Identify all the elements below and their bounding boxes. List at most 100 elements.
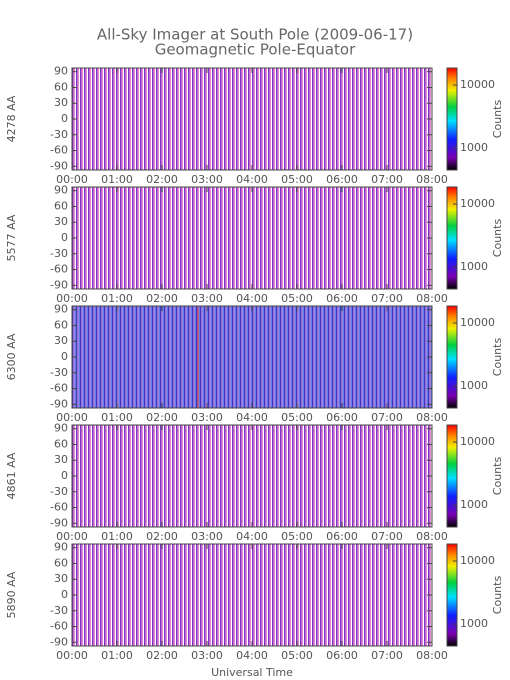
x-tick-label: 05:00 xyxy=(281,173,313,186)
x-tick-label: 08:00 xyxy=(416,530,448,543)
x-tick-label: 05:00 xyxy=(281,411,313,424)
x-tick-label: 00:00 xyxy=(56,173,88,186)
colorbar-tick-label: 1000 xyxy=(460,260,488,273)
x-tick-label: 01:00 xyxy=(101,173,133,186)
x-tick-label: 05:00 xyxy=(281,530,313,543)
x-tick-label: 04:00 xyxy=(236,173,268,186)
colorbar-tick-label: 10000 xyxy=(460,78,495,91)
colorbar xyxy=(446,186,458,290)
colorbar-tick-label: 10000 xyxy=(460,554,495,567)
x-axis-label: Universal Time xyxy=(211,666,293,679)
chart-subtitle: Geomagnetic Pole-Equator xyxy=(155,41,356,59)
x-tick-label: 04:00 xyxy=(236,649,268,662)
colorbar-tick-label: 10000 xyxy=(460,435,495,448)
heatmap-image xyxy=(72,425,432,527)
y-tick-label: 60 xyxy=(54,556,68,569)
x-tick-label: 07:00 xyxy=(371,292,403,305)
y-tick-label: 90 xyxy=(54,184,68,197)
colorbar-label: Counts xyxy=(491,576,504,615)
x-tick-label: 03:00 xyxy=(191,411,223,424)
heatmap-image xyxy=(72,187,432,289)
y-tick-label: 30 xyxy=(54,453,68,466)
x-tick-label: 08:00 xyxy=(416,292,448,305)
colorbar xyxy=(446,543,458,647)
y-tick-label: 60 xyxy=(54,318,68,331)
y-tick-label: -90 xyxy=(50,516,68,529)
y-axis-label: 5890 AA xyxy=(5,571,18,618)
x-tick-label: 02:00 xyxy=(146,530,178,543)
chart-title: All-Sky Imager at South Pole (2009-06-17… xyxy=(97,26,413,44)
x-tick-label: 01:00 xyxy=(101,649,133,662)
x-tick-label: 06:00 xyxy=(326,530,358,543)
colorbar-label: Counts xyxy=(491,219,504,258)
y-tick-label: 0 xyxy=(61,350,68,363)
colorbar-tick-label: 10000 xyxy=(460,197,495,210)
x-tick-label: 06:00 xyxy=(326,173,358,186)
heatmap-image xyxy=(72,306,432,408)
x-tick-label: 07:00 xyxy=(371,530,403,543)
x-tick-label: 02:00 xyxy=(146,411,178,424)
y-tick-label: 30 xyxy=(54,334,68,347)
y-tick-label: -90 xyxy=(50,159,68,172)
x-tick-label: 08:00 xyxy=(416,649,448,662)
x-tick-label: 06:00 xyxy=(326,292,358,305)
heatmap-image xyxy=(72,544,432,646)
y-tick-label: -30 xyxy=(50,604,68,617)
y-tick-label: 60 xyxy=(54,80,68,93)
y-tick-label: 30 xyxy=(54,215,68,228)
x-tick-label: 03:00 xyxy=(191,173,223,186)
x-tick-label: 00:00 xyxy=(56,411,88,424)
y-tick-label: 90 xyxy=(54,303,68,316)
x-tick-label: 02:00 xyxy=(146,649,178,662)
colorbar-tick-label: 10000 xyxy=(460,316,495,329)
y-tick-label: -90 xyxy=(50,635,68,648)
x-tick-label: 03:00 xyxy=(191,649,223,662)
y-tick-label: 0 xyxy=(61,588,68,601)
colorbar xyxy=(446,305,458,409)
y-tick-label: 0 xyxy=(61,112,68,125)
y-tick-label: -30 xyxy=(50,128,68,141)
y-tick-label: 90 xyxy=(54,65,68,78)
y-tick-label: -60 xyxy=(50,620,68,633)
x-tick-label: 02:00 xyxy=(146,173,178,186)
y-tick-label: 90 xyxy=(54,422,68,435)
x-tick-label: 07:00 xyxy=(371,649,403,662)
colorbar-tick-label: 1000 xyxy=(460,617,488,630)
x-tick-label: 01:00 xyxy=(101,411,133,424)
x-tick-label: 07:00 xyxy=(371,411,403,424)
x-tick-label: 00:00 xyxy=(56,649,88,662)
y-tick-label: -60 xyxy=(50,263,68,276)
heatmap-image xyxy=(72,68,432,170)
y-tick-label: -60 xyxy=(50,382,68,395)
y-tick-label: -90 xyxy=(50,397,68,410)
x-tick-label: 00:00 xyxy=(56,292,88,305)
y-tick-label: -60 xyxy=(50,501,68,514)
x-tick-label: 02:00 xyxy=(146,292,178,305)
x-tick-label: 06:00 xyxy=(326,411,358,424)
x-tick-label: 08:00 xyxy=(416,173,448,186)
y-axis-label: 6300 AA xyxy=(5,333,18,380)
x-tick-label: 03:00 xyxy=(191,530,223,543)
colorbar xyxy=(446,424,458,528)
colorbar-label: Counts xyxy=(491,457,504,496)
x-tick-label: 07:00 xyxy=(371,173,403,186)
y-tick-label: -30 xyxy=(50,247,68,260)
colorbar-label: Counts xyxy=(491,338,504,377)
y-axis-label: 4861 AA xyxy=(5,452,18,499)
y-tick-label: -60 xyxy=(50,144,68,157)
x-tick-label: 01:00 xyxy=(101,530,133,543)
x-tick-label: 00:00 xyxy=(56,530,88,543)
x-tick-label: 04:00 xyxy=(236,292,268,305)
y-tick-label: 0 xyxy=(61,231,68,244)
y-axis-label: 5577 AA xyxy=(5,214,18,261)
colorbar-label: Counts xyxy=(491,100,504,139)
y-axis-label: 4278 AA xyxy=(5,95,18,142)
y-tick-label: -30 xyxy=(50,485,68,498)
x-tick-label: 01:00 xyxy=(101,292,133,305)
y-tick-label: 0 xyxy=(61,469,68,482)
y-tick-label: -90 xyxy=(50,278,68,291)
y-tick-label: 60 xyxy=(54,437,68,450)
y-tick-label: 60 xyxy=(54,199,68,212)
colorbar-tick-label: 1000 xyxy=(460,498,488,511)
